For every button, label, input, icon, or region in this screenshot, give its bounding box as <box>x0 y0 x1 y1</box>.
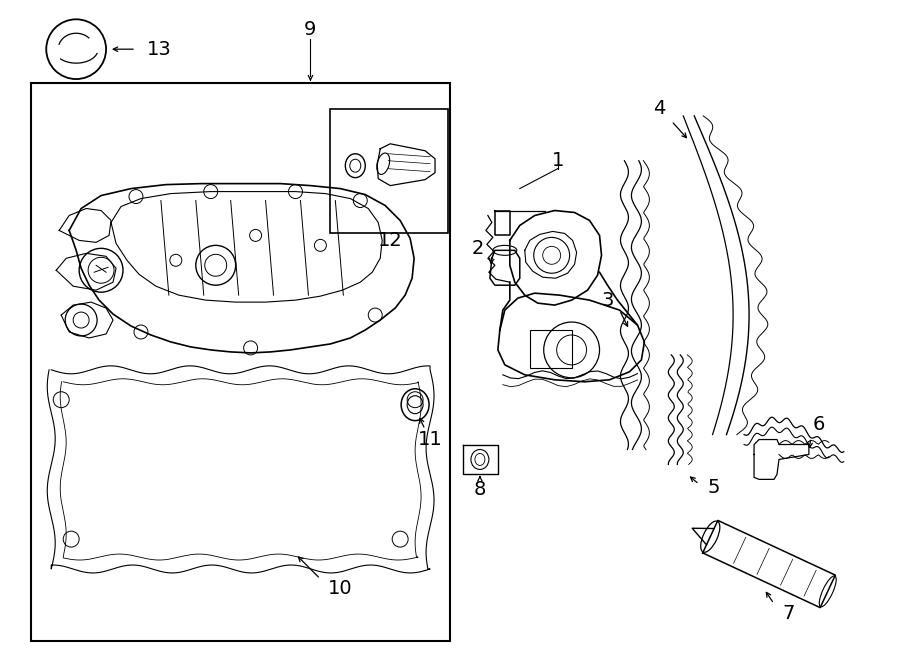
Bar <box>330 109 448 233</box>
Text: 1: 1 <box>552 151 564 171</box>
Text: 9: 9 <box>304 20 317 39</box>
Bar <box>530 330 572 368</box>
Text: 12: 12 <box>378 231 402 250</box>
Text: 5: 5 <box>708 478 720 497</box>
Text: 3: 3 <box>601 291 614 309</box>
Text: 2: 2 <box>472 239 484 258</box>
Text: 4: 4 <box>653 99 665 118</box>
Text: 6: 6 <box>813 415 825 434</box>
Text: 10: 10 <box>328 580 353 598</box>
Text: 7: 7 <box>783 604 795 623</box>
Text: 13: 13 <box>147 40 171 59</box>
Text: 8: 8 <box>473 480 486 499</box>
Bar <box>32 83 450 641</box>
Text: 11: 11 <box>418 430 443 449</box>
